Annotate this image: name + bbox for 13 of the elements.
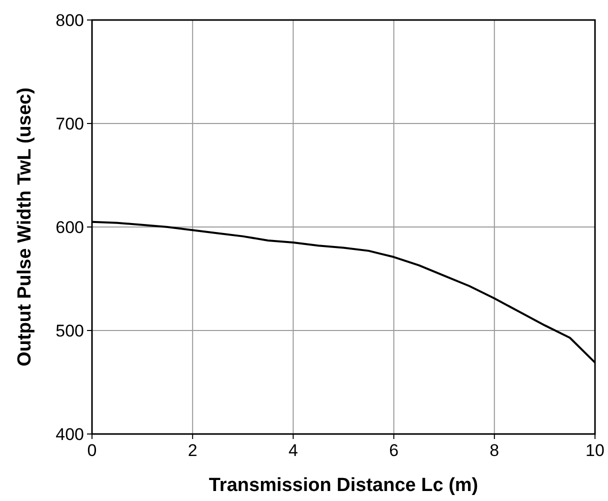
y-tick-label: 400 <box>56 424 84 444</box>
x-tick-label: 0 <box>87 441 97 460</box>
y-tick-label: 800 <box>56 10 84 30</box>
y-tick-label: 600 <box>56 218 84 237</box>
x-tick-label: 10 <box>586 441 604 460</box>
x-tick-label: 2 <box>188 441 198 460</box>
x-axis-title: Transmission Distance Lc (m) <box>208 475 478 496</box>
y-tick-label: 500 <box>56 321 84 340</box>
y-axis-title: Output Pulse Width TwL (usec) <box>14 88 36 366</box>
x-tick-label: 8 <box>490 441 500 460</box>
x-tick-label: 4 <box>288 441 298 460</box>
x-tick-label: 6 <box>389 441 399 460</box>
y-tick-label: 700 <box>56 114 84 134</box>
